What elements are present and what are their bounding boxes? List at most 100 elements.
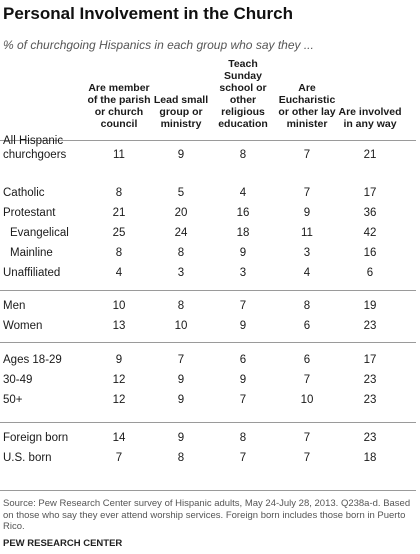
table-cell: 21 (112, 207, 126, 219)
table-row: Evangelical 25 24 18 11 42 (0, 223, 420, 243)
table-cell: 9 (177, 432, 185, 444)
row-label: 50+ (3, 394, 23, 406)
table-cell: 10 (112, 300, 126, 312)
table-cell: 8 (177, 247, 185, 259)
table-cell: 8 (177, 452, 185, 464)
table-row: Catholic 8 5 4 7 17 (0, 183, 420, 203)
table-cell: 7 (303, 452, 311, 464)
table-cell: 42 (363, 227, 377, 239)
table-cell: 23 (363, 374, 377, 386)
table-cell: 9 (239, 247, 247, 259)
table-cell: 11 (301, 227, 313, 239)
chart-title: Personal Involvement in the Church (3, 4, 294, 23)
table-cell: 3 (303, 247, 311, 259)
table-cell: 17 (363, 187, 377, 199)
table-cell: 8 (115, 247, 123, 259)
row-label: Mainline (10, 247, 53, 259)
divider-line (0, 490, 416, 491)
source-note: Source: Pew Research Center survey of Hi… (3, 498, 411, 532)
table-cell: 7 (115, 452, 123, 464)
table-cell: 12 (112, 374, 126, 386)
table-cell: 23 (363, 432, 377, 444)
column-header-2: Lead small group or ministry (150, 62, 212, 130)
table-cell: 25 (112, 227, 126, 239)
table-cell: 23 (363, 320, 377, 332)
divider-line (0, 140, 416, 141)
table-cell: 16 (363, 247, 377, 259)
row-label: All Hispanic churchgoers (3, 135, 67, 161)
table-cell: 4 (303, 267, 311, 279)
table-cell: 7 (303, 432, 311, 444)
table-row: Ages 18-29 9 7 6 6 17 (0, 350, 420, 370)
chart-subtitle: % of churchgoing Hispanics in each group… (3, 38, 314, 52)
table-cell: 18 (236, 227, 250, 239)
table-cell: 3 (177, 267, 185, 279)
table-cell: 8 (239, 432, 247, 444)
table-cell: 16 (236, 207, 250, 219)
table-row: Men 10 8 7 8 19 (0, 296, 420, 316)
table-cell: 7 (239, 452, 247, 464)
divider-line (0, 422, 416, 423)
table-cell: 14 (112, 432, 126, 444)
row-label: Evangelical (10, 227, 69, 239)
column-header-label: Lead small group or ministry (153, 94, 209, 130)
table-cell: 4 (239, 187, 247, 199)
row-label: 30-49 (3, 374, 33, 386)
table-cell: 7 (303, 149, 311, 161)
table-cell: 4 (115, 267, 123, 279)
divider-line (0, 342, 416, 343)
table-cell: 8 (303, 300, 311, 312)
table-row: U.S. born 7 8 7 7 18 (0, 448, 420, 468)
table-cell: 18 (363, 452, 377, 464)
table-cell: 9 (239, 374, 247, 386)
row-label: Men (3, 300, 26, 312)
table-cell: 3 (239, 267, 247, 279)
row-label: U.S. born (3, 452, 52, 464)
column-header-label: Teach Sunday school or other religious e… (218, 58, 268, 130)
table-row: 50+ 12 9 7 10 23 (0, 390, 420, 410)
table-cell: 6 (239, 354, 247, 366)
table-cell: 9 (303, 207, 311, 219)
table-cell: 7 (303, 374, 311, 386)
column-header-label: Are Eucharistic or other lay minister (278, 82, 336, 130)
table-cell: 5 (177, 187, 185, 199)
divider-line (0, 290, 416, 291)
table-cell: 9 (177, 374, 185, 386)
table-cell: 8 (239, 149, 247, 161)
table-cell: 12 (112, 394, 126, 406)
row-label: Catholic (3, 187, 45, 199)
table-cell: 17 (363, 354, 377, 366)
table-cell: 7 (303, 187, 311, 199)
table-row: Women 13 10 9 6 23 (0, 316, 420, 336)
table-cell: 8 (115, 187, 123, 199)
table-cell: 10 (174, 320, 188, 332)
table-row: Protestant 21 20 16 9 36 (0, 203, 420, 223)
column-header-5: Are involved in any way (337, 62, 403, 130)
table-cell: 24 (174, 227, 188, 239)
table-cell: 7 (177, 354, 185, 366)
row-label: Women (3, 320, 43, 332)
table-cell: 9 (177, 394, 185, 406)
table-cell: 6 (303, 320, 311, 332)
table-cell: 23 (363, 394, 377, 406)
row-label: Ages 18-29 (3, 354, 62, 366)
row-label: Unaffiliated (3, 267, 61, 279)
column-header-1: Are member of the parish or church counc… (84, 62, 154, 130)
table-cell: 11 (113, 149, 125, 161)
table-row: Mainline 8 8 9 3 16 (0, 243, 420, 263)
column-header-label: Are involved in any way (338, 106, 402, 130)
table-row: Foreign born 14 9 8 7 23 (0, 428, 420, 448)
row-label: Protestant (3, 207, 56, 219)
table-cell: 9 (115, 354, 123, 366)
table-cell: 13 (112, 320, 126, 332)
table-cell: 7 (239, 394, 247, 406)
table-cell: 8 (177, 300, 185, 312)
table-cell: 36 (363, 207, 377, 219)
row-label: Foreign born (3, 432, 69, 444)
table-row: All Hispanic churchgoers 11 9 8 7 21 (0, 135, 420, 165)
table-row: 30-49 12 9 9 7 23 (0, 370, 420, 390)
table-cell: 10 (300, 394, 314, 406)
column-header-label: Are member of the parish or church counc… (87, 82, 151, 130)
table-cell: 9 (177, 149, 185, 161)
table-cell: 6 (366, 267, 374, 279)
